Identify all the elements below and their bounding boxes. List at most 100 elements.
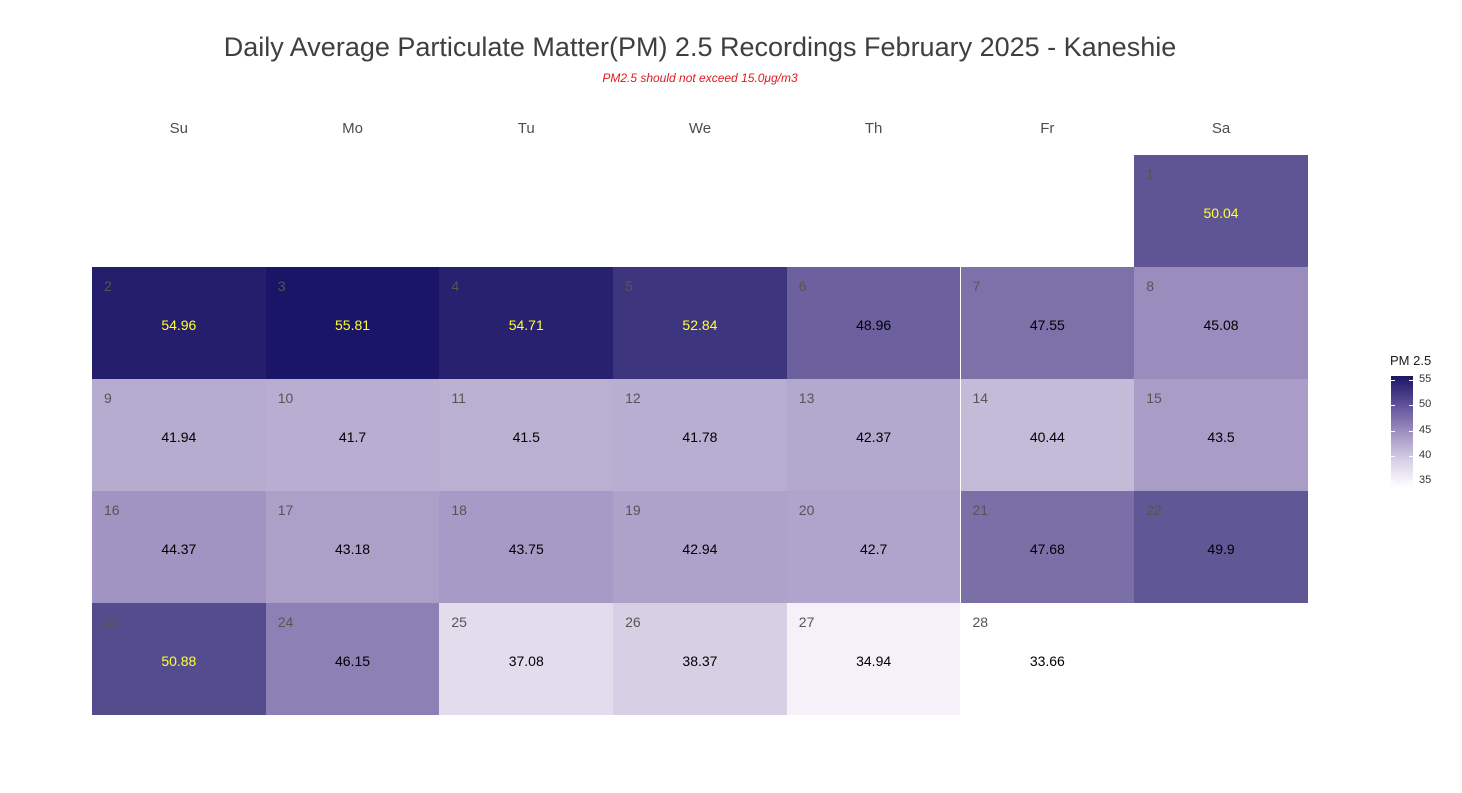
day-cell: 25 37.08 [439,603,614,715]
day-cell: 7 47.55 [960,267,1135,379]
day-cell: 1 50.04 [1134,155,1308,267]
legend-tick [1409,481,1413,483]
weekday-label: Tu [517,120,535,137]
weekday-label: Mo [342,120,363,137]
day-value: 47.55 [1029,317,1065,333]
legend-tick [1391,481,1395,483]
day-cell: 11 41.5 [439,379,614,491]
day-cell: 18 43.75 [439,491,614,603]
day-number: 11 [451,390,466,406]
day-value: 50.88 [161,653,197,669]
legend-tick [1409,380,1413,382]
day-value: 54.71 [508,317,544,333]
day-number: 17 [277,502,294,518]
chart-subtitle: PM2.5 should not exceed 15.0μg/m3 [602,71,798,85]
day-cell: 21 47.68 [960,491,1135,603]
day-number: 20 [798,502,815,518]
legend-tick [1409,455,1413,457]
legend-colorbar [1391,376,1413,488]
day-value: 40.44 [1029,429,1065,445]
day-cell: 12 41.78 [613,379,787,491]
day-number: 26 [625,614,641,630]
weekday-label: Fr [1040,120,1055,137]
legend-tick [1391,455,1395,457]
legend-tick [1409,405,1413,407]
day-value: 41.5 [512,429,540,445]
day-value: 41.94 [161,429,197,445]
day-value: 33.66 [1029,653,1065,669]
day-cell: 6 48.96 [786,267,961,379]
legend-tick-label: 40 [1419,448,1432,461]
day-value: 41.78 [682,429,718,445]
day-number: 12 [625,390,641,406]
day-value: 45.08 [1203,317,1239,333]
day-value: 41.7 [338,429,367,445]
day-number: 6 [798,278,807,294]
legend-title: PM 2.5 [1390,353,1432,368]
legend-tick [1409,430,1413,432]
legend-tick-label: 50 [1419,398,1432,411]
legend-tick-label: 55 [1419,373,1432,386]
day-value: 52.84 [682,317,718,333]
day-number: 27 [798,614,815,630]
day-cell: 10 41.7 [265,379,440,491]
weekday-label: Sa [1211,120,1231,137]
day-value: 37.08 [508,653,544,669]
color-legend: PM 2.5 55 50 45 40 35 [1389,352,1449,492]
day-value: 42.7 [860,541,888,557]
legend-tick [1391,380,1395,382]
day-number: 8 [1146,278,1154,294]
day-cell: 9 41.94 [92,379,266,491]
day-number: 18 [451,502,467,518]
day-value: 43.75 [508,541,544,557]
day-cell: 23 50.88 [92,603,266,715]
day-number: 24 [277,614,294,630]
day-value: 48.96 [856,317,892,333]
day-value: 46.15 [335,653,371,669]
day-cell: 13 42.37 [786,379,961,491]
day-cell: 16 44.37 [92,491,266,603]
day-cell: 3 55.81 [265,267,440,379]
day-value: 50.04 [1203,205,1239,221]
day-value: 55.81 [335,317,371,333]
day-number: 25 [451,614,467,630]
day-cell: 24 46.15 [265,603,440,715]
weekday-label: Su [169,120,189,137]
day-number: 10 [277,390,294,406]
calendar-heatmap: Su Mo Tu We Th Fr Sa 1 50.04 2 54.96 3 55.81 4 54.71 5 5… [92,112,1308,716]
day-number: 3 [277,278,286,294]
chart-title: Daily Average Particulate Matter(PM) 2.5… [223,32,1177,62]
day-value: 44.37 [161,541,197,557]
day-cell: 26 38.37 [613,603,787,715]
day-value: 42.37 [856,429,892,445]
day-number: 19 [625,502,641,518]
day-number: 21 [972,502,989,518]
day-number: 5 [625,278,633,294]
day-value: 34.94 [856,653,892,669]
day-cell: 27 34.94 [786,603,961,715]
day-value: 43.5 [1207,429,1235,445]
day-number: 13 [798,390,815,406]
day-value: 43.18 [335,541,371,557]
day-number: 23 [104,614,120,630]
weekday-label: Th [864,120,883,137]
day-number: 28 [972,614,989,630]
weekday-label: We [688,120,712,137]
day-cell: 8 45.08 [1134,267,1308,379]
legend-tick [1391,405,1395,407]
day-number: 2 [104,278,112,294]
legend-tick-label: 45 [1419,423,1432,436]
day-number: 22 [1146,502,1162,518]
day-cell: 28 33.66 [960,603,1135,715]
day-cell: 19 42.94 [613,491,787,603]
day-cell: 22 49.9 [1134,491,1308,603]
day-value: 54.96 [161,317,197,333]
day-number: 14 [972,390,989,406]
day-number: 7 [972,278,981,294]
day-cell: 20 42.7 [786,491,961,603]
day-number: 9 [104,390,112,406]
day-cell: 2 54.96 [92,267,266,379]
day-value: 49.9 [1207,541,1235,557]
day-value: 42.94 [682,541,718,557]
day-number: 16 [104,502,120,518]
